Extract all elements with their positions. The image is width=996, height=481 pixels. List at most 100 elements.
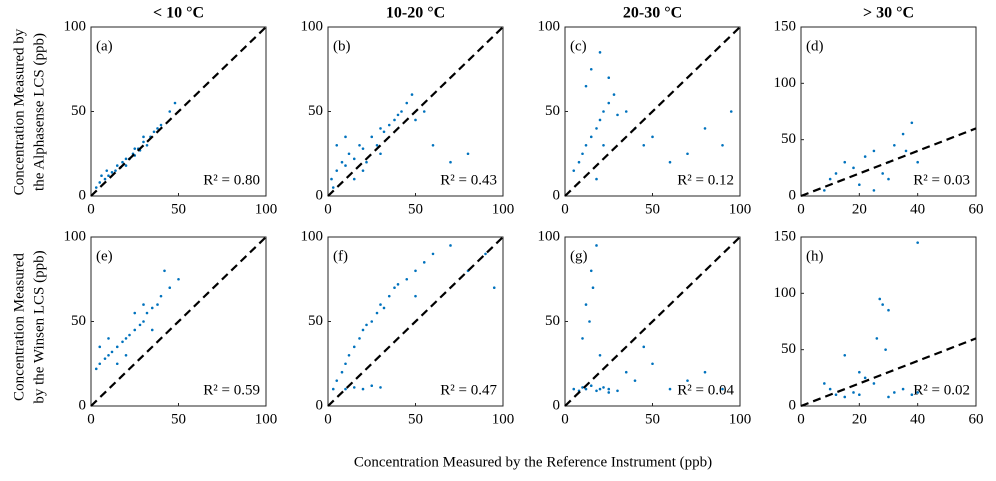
- scatter-point: [365, 160, 368, 164]
- y-tick-label: 0: [316, 187, 324, 203]
- reference-line: [327, 26, 504, 197]
- annotation: R² = 0.04: [677, 382, 734, 398]
- scatter-point: [142, 320, 145, 323]
- scatter-point: [121, 340, 124, 344]
- y-tick-label: 50: [781, 131, 796, 147]
- scatter-point: [823, 382, 826, 385]
- scatter-point: [858, 370, 861, 374]
- y-tick-label: 50: [308, 313, 323, 329]
- scatter-point: [872, 149, 876, 153]
- scatter-point: [668, 387, 672, 391]
- scatter-point: [340, 370, 344, 374]
- scatter-point: [358, 144, 361, 147]
- scatter-point: [159, 123, 163, 127]
- x-tick-label: 60: [969, 201, 984, 217]
- y-tick-label: 100: [64, 228, 87, 244]
- scatter-point: [492, 286, 496, 290]
- panel-title: 20-30 °C: [623, 5, 682, 22]
- x-tick-label: 0: [797, 411, 805, 427]
- scatter-point: [588, 320, 591, 323]
- annotation: R² = 0.59: [203, 382, 260, 398]
- annotation: R² = 0.03: [913, 172, 970, 188]
- panel-label: (a): [96, 38, 113, 54]
- scatter-point: [115, 362, 119, 366]
- scatter-point: [124, 354, 128, 357]
- scatter-point: [347, 152, 351, 156]
- x-tick-label: 50: [645, 411, 660, 427]
- scatter-point: [916, 391, 919, 394]
- scatter-point: [431, 252, 435, 256]
- x-tick-label: 50: [408, 201, 423, 217]
- scatter-point: [577, 160, 581, 164]
- scatter-point: [721, 144, 724, 147]
- panel-title: 10-20 °C: [386, 5, 445, 22]
- scatter-point: [177, 277, 180, 281]
- scatter-point: [159, 294, 163, 298]
- scatter-point: [589, 67, 593, 71]
- scatter-point: [370, 135, 374, 139]
- scatter-point: [124, 164, 128, 167]
- scatter-point: [651, 362, 654, 366]
- x-tick-label: 0: [324, 411, 332, 427]
- scatter-point: [352, 345, 356, 349]
- axes-box: [800, 236, 977, 407]
- scatter-point: [901, 132, 905, 136]
- scatter-point: [823, 189, 826, 192]
- scatter-point: [121, 160, 124, 164]
- scatter-point: [103, 177, 107, 181]
- scatter-point: [358, 337, 361, 340]
- scatter-point: [901, 387, 905, 391]
- scatter-point: [910, 393, 914, 397]
- scatter-point: [107, 174, 110, 178]
- scatter-point: [393, 118, 396, 122]
- y-tick-label: 0: [553, 397, 561, 413]
- scatter-point: [110, 171, 114, 174]
- scatter-point: [98, 345, 102, 349]
- x-tick-label: 100: [255, 411, 278, 427]
- scatter-point: [387, 294, 391, 298]
- scatter-point: [584, 84, 588, 88]
- scatter-point: [375, 144, 379, 147]
- scatter-point: [828, 177, 832, 181]
- x-tick-label: 0: [87, 201, 95, 217]
- annotation: R² = 0.43: [440, 172, 497, 188]
- y-tick-label: 100: [538, 18, 561, 34]
- scatter-point: [335, 144, 339, 147]
- y-tick-label: 0: [79, 187, 87, 203]
- scatter-point: [379, 303, 382, 306]
- x-tick-label: 50: [408, 411, 423, 427]
- scatter-point: [414, 269, 417, 273]
- scatter-point: [382, 306, 386, 310]
- x-tick-label: 20: [852, 201, 867, 217]
- scatter-point: [887, 308, 890, 312]
- scatter-point: [602, 386, 605, 389]
- scatter-point: [843, 395, 847, 399]
- scatter-point: [361, 169, 365, 172]
- scatter-point: [344, 135, 347, 139]
- x-tick-label: 50: [171, 201, 186, 217]
- scatter-point: [863, 376, 867, 380]
- reference-line: [90, 236, 267, 407]
- scatter-point: [858, 393, 861, 397]
- x-tick-label: 100: [729, 201, 752, 217]
- x-tick-label: 50: [645, 201, 660, 217]
- scatter-point: [105, 169, 109, 172]
- scatter-point: [142, 140, 145, 144]
- panel-label: (h): [806, 248, 824, 264]
- scatter-point: [414, 118, 417, 122]
- scatter-point: [156, 127, 159, 130]
- scatter-point: [887, 177, 890, 181]
- scatter-point: [668, 160, 672, 164]
- scatter-point: [375, 311, 379, 315]
- scatter-point: [352, 157, 356, 161]
- scatter-point: [387, 123, 391, 127]
- scatter-point: [110, 350, 114, 354]
- scatter-point: [347, 354, 351, 357]
- x-tick-label: 40: [910, 411, 925, 427]
- x-tick-label: 40: [910, 201, 925, 217]
- scatter-point: [466, 152, 470, 156]
- x-tick-label: 0: [324, 201, 332, 217]
- scatter-point: [642, 144, 646, 147]
- panel-label: (g): [570, 248, 588, 264]
- y-axis-label: by the Winsen LCS (ppb): [31, 250, 47, 403]
